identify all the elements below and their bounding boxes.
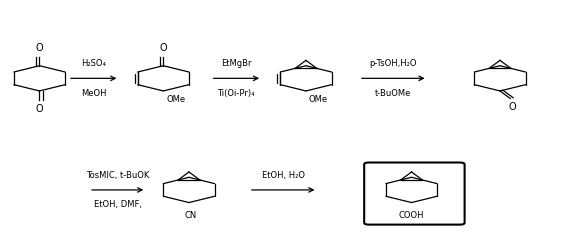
Text: TosMIC, t-BuOK: TosMIC, t-BuOK [86, 171, 149, 180]
Text: p-TsOH,H₂O: p-TsOH,H₂O [370, 59, 417, 68]
Text: H₂SO₄: H₂SO₄ [81, 59, 106, 68]
Text: t-BuOMe: t-BuOMe [375, 89, 411, 98]
Text: EtMgBr: EtMgBr [221, 59, 252, 68]
Text: O: O [35, 103, 43, 113]
Text: OMe: OMe [309, 95, 328, 104]
Text: EtOH, DMF,: EtOH, DMF, [94, 200, 142, 209]
Text: CN: CN [185, 211, 197, 220]
Text: EtOH, H₂O: EtOH, H₂O [261, 171, 305, 180]
Text: Ti(Oi-Pr)₄: Ti(Oi-Pr)₄ [217, 89, 255, 98]
Text: OMe: OMe [166, 95, 185, 104]
Text: O: O [35, 43, 43, 53]
Text: MeOH: MeOH [81, 89, 106, 98]
Text: COOH: COOH [399, 211, 424, 220]
Text: O: O [160, 43, 167, 53]
Text: O: O [509, 102, 517, 112]
